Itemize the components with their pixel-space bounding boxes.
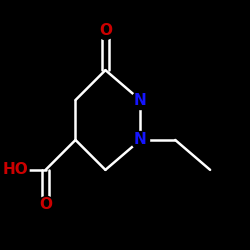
Text: HO: HO [3,162,29,177]
Text: N: N [134,132,147,148]
Text: N: N [134,92,147,108]
Text: O: O [99,23,112,38]
Text: O: O [39,197,52,212]
